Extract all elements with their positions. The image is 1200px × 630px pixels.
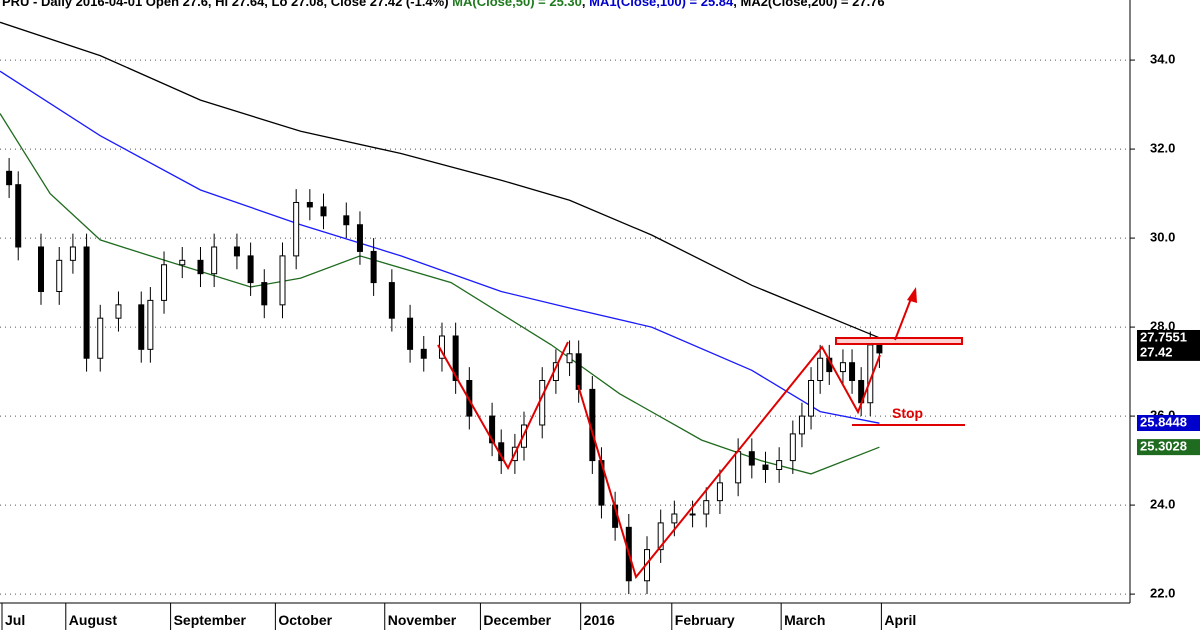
chart-title: PRU - Daily 2016-04-01 Open 27.6, Hi 27.…	[2, 0, 885, 9]
candle-body	[808, 379, 815, 417]
price-label-box	[1137, 344, 1200, 361]
candle-body	[320, 206, 327, 217]
candle-body	[261, 282, 268, 306]
zigzag-2	[577, 345, 881, 580]
candle-body	[38, 246, 45, 292]
arrow-head	[907, 287, 917, 303]
candle-body	[233, 246, 240, 257]
candle-body	[388, 282, 395, 319]
candle-body	[776, 460, 783, 470]
candle-body	[6, 170, 13, 186]
candle-body	[279, 255, 286, 306]
y-tick-label: 34.0	[1150, 52, 1175, 67]
resistance-box	[835, 337, 963, 345]
candle-body	[370, 250, 377, 284]
candle-body	[56, 259, 63, 292]
candle-body	[575, 353, 582, 390]
grid	[0, 59, 1130, 595]
candle-body	[247, 255, 254, 284]
candle-body	[566, 353, 573, 364]
candle-body	[735, 451, 742, 484]
candle-body	[83, 246, 90, 359]
candle-body	[671, 513, 678, 524]
candle-body	[138, 304, 145, 350]
candle-body	[343, 215, 350, 226]
y-tick-label: 24.0	[1150, 497, 1175, 512]
candle-body	[147, 299, 154, 350]
y-tick-label: 28.0	[1150, 319, 1175, 334]
candle-body	[97, 317, 104, 359]
y-tick-label: 32.0	[1150, 141, 1175, 156]
title-part: , MA2(Close,200) = 27.76	[733, 0, 884, 9]
x-tick-label: April	[884, 612, 916, 628]
candle-body	[657, 522, 664, 551]
price-label-box	[1137, 439, 1200, 456]
candle-body	[798, 415, 805, 435]
candle-body	[407, 317, 414, 350]
title-part: ,	[582, 0, 589, 9]
candle-body	[420, 348, 427, 359]
candle-body	[748, 451, 755, 466]
x-tick-label: Jul	[5, 612, 25, 628]
candle-body	[356, 224, 363, 252]
candle-body	[197, 259, 204, 275]
candle-body	[452, 335, 459, 381]
candle-body	[15, 184, 22, 248]
axis-labels: 22.024.026.028.030.032.034.0JulAugustSep…	[1, 52, 1200, 630]
y-tick-label: 22.0	[1150, 586, 1175, 601]
title-part: MA(Close,50) = 25.30	[452, 0, 582, 9]
x-tick-label: November	[388, 612, 457, 628]
candle-body	[293, 201, 300, 257]
candle-body	[179, 259, 186, 266]
candle-body	[817, 357, 824, 381]
candle-body	[306, 201, 313, 208]
candle-body	[789, 433, 796, 462]
candle-body	[161, 264, 168, 301]
candle-body	[69, 246, 76, 261]
zigzag-1	[437, 341, 569, 471]
candle-body	[762, 464, 769, 470]
arrow-shaft	[894, 295, 913, 341]
x-tick-label: 2016	[584, 612, 615, 628]
moving-average-line	[0, 21, 880, 339]
price-label-box	[1137, 329, 1200, 346]
candle-body	[849, 362, 856, 381]
price-label-box	[1137, 414, 1200, 431]
price-label: 27.7551	[1140, 329, 1187, 344]
candle-body	[211, 246, 218, 275]
price-label: 27.42	[1140, 344, 1173, 359]
candle-body	[689, 513, 696, 516]
candle-body	[115, 304, 122, 319]
title-part: PRU - Daily 2016-04-01 Open 27.6, Hi 27.…	[2, 0, 452, 9]
x-tick-label: March	[784, 612, 825, 628]
candle-body	[839, 362, 846, 373]
price-label: 25.3028	[1140, 439, 1187, 454]
candle-body	[703, 500, 710, 515]
stop-label: Stop	[892, 405, 923, 421]
price-label: 25.8448	[1140, 414, 1187, 429]
x-tick-label: February	[675, 612, 735, 628]
x-tick-label: October	[278, 612, 332, 628]
candle-body	[716, 482, 723, 502]
candle-body	[489, 415, 496, 444]
pattern-annotations	[437, 295, 965, 580]
y-tick-label: 30.0	[1150, 230, 1175, 245]
x-tick-label: September	[174, 612, 247, 628]
candle-body	[876, 344, 883, 354]
moving-average-line	[0, 70, 880, 424]
title-part: MA1(Close,100) = 25.84	[589, 0, 734, 9]
x-tick-label: August	[69, 612, 118, 628]
x-tick-label: December	[483, 612, 551, 628]
candle-body	[539, 379, 546, 426]
